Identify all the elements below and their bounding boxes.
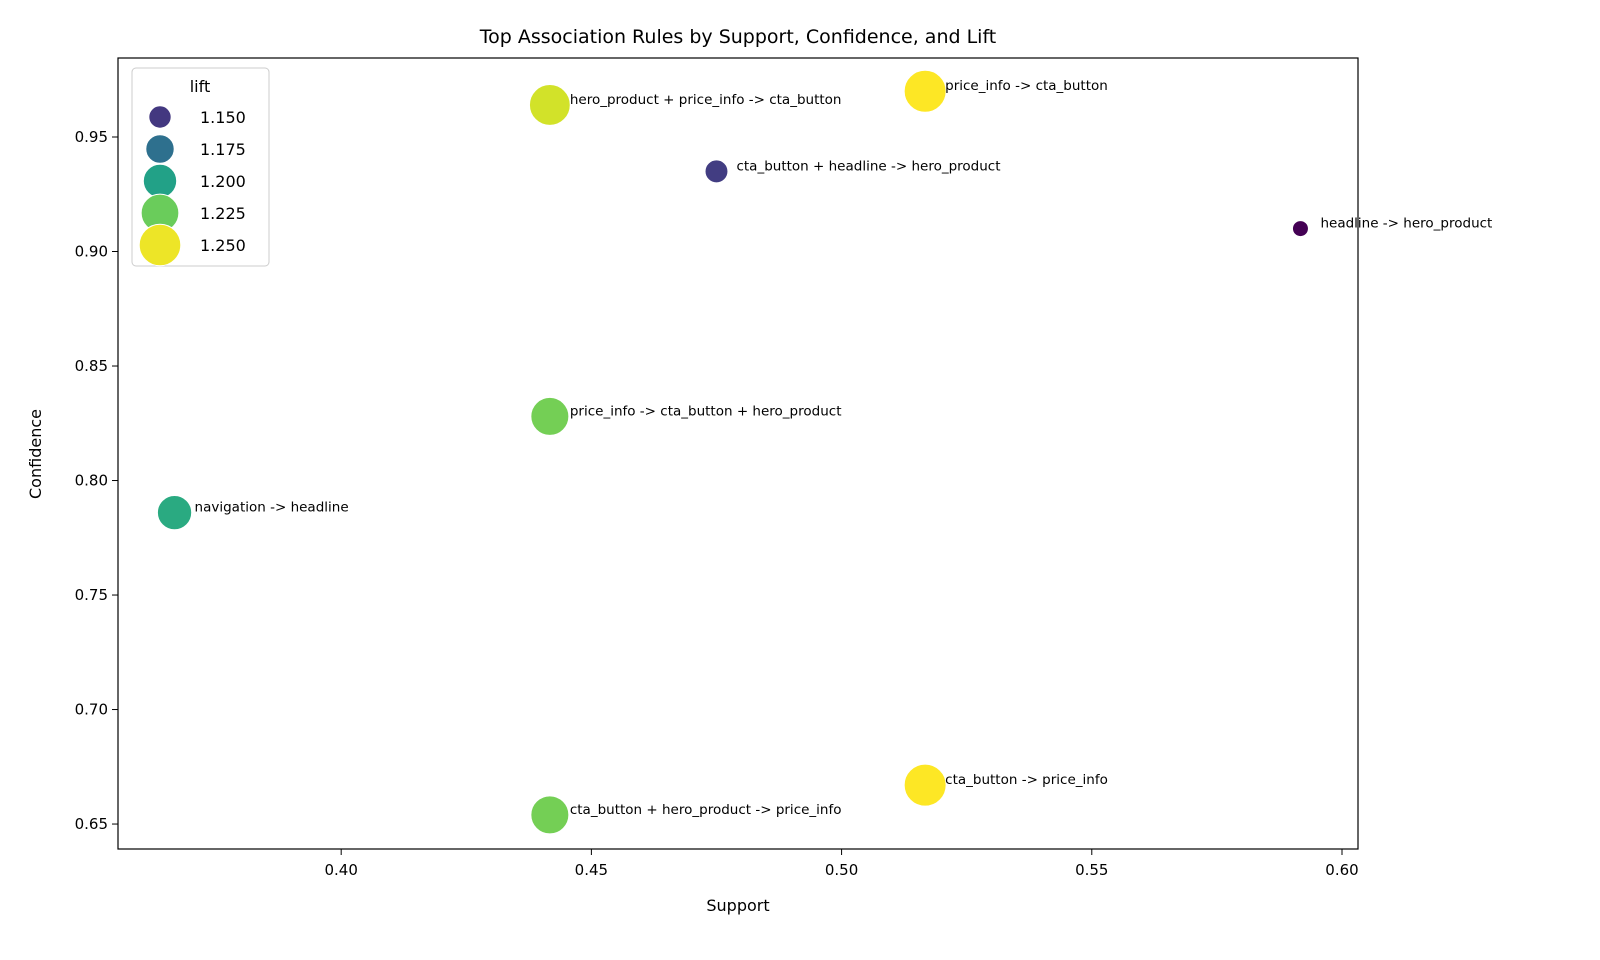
legend-label: 1.250 bbox=[200, 236, 246, 255]
point-annotation: cta_button -> price_info bbox=[945, 772, 1108, 788]
y-tick-label: 0.65 bbox=[75, 815, 108, 833]
legend-label: 1.150 bbox=[200, 108, 246, 127]
y-tick-label: 0.70 bbox=[75, 701, 108, 719]
legend-marker bbox=[145, 134, 175, 164]
point-annotation: price_info -> cta_button bbox=[945, 78, 1108, 94]
data-point bbox=[530, 795, 570, 835]
x-tick-label: 0.60 bbox=[1325, 861, 1358, 879]
y-axis: 0.65 0.70 0.75 0.80 0.85 0.90 0.95 bbox=[75, 128, 118, 833]
legend-label: 1.200 bbox=[200, 172, 246, 191]
legend-marker bbox=[148, 105, 172, 129]
x-axis-label: Support bbox=[706, 896, 769, 915]
data-point bbox=[704, 159, 729, 184]
y-tick-label: 0.95 bbox=[75, 128, 108, 146]
legend-marker bbox=[138, 223, 182, 267]
data-point bbox=[903, 69, 947, 113]
y-tick-label: 0.80 bbox=[75, 472, 108, 490]
data-point bbox=[156, 494, 193, 531]
data-point bbox=[528, 84, 571, 126]
data-point bbox=[903, 763, 947, 807]
point-annotation: navigation -> headline bbox=[195, 500, 349, 516]
point-annotation: headline -> hero_product bbox=[1320, 216, 1492, 232]
y-axis-label: Confidence bbox=[26, 409, 45, 499]
data-point bbox=[530, 396, 570, 436]
legend: lift 1.150 1.175 1.200 1.225 1.250 bbox=[131, 67, 270, 267]
point-annotation: price_info -> cta_button + hero_product bbox=[570, 403, 842, 419]
point-annotation: cta_button + hero_product -> price_info bbox=[570, 802, 842, 818]
x-tick-label: 0.40 bbox=[324, 861, 357, 879]
y-tick-label: 0.85 bbox=[75, 357, 108, 375]
y-tick-label: 0.90 bbox=[75, 243, 108, 261]
chart-title: Top Association Rules by Support, Confid… bbox=[479, 26, 997, 48]
y-tick-label: 0.75 bbox=[75, 586, 108, 604]
legend-marker bbox=[142, 163, 178, 199]
legend-label: 1.225 bbox=[200, 204, 246, 223]
legend-title: lift bbox=[190, 77, 211, 96]
x-tick-label: 0.55 bbox=[1075, 861, 1108, 879]
plot-area bbox=[117, 57, 1359, 850]
x-axis: 0.40 0.45 0.50 0.55 0.60 bbox=[324, 849, 1359, 879]
legend-label: 1.175 bbox=[200, 140, 246, 159]
point-annotation: cta_button + headline -> hero_product bbox=[736, 158, 1000, 174]
data-points: headline -> hero_product cta_button + hea… bbox=[156, 69, 1492, 835]
data-point bbox=[1291, 220, 1309, 238]
x-tick-label: 0.45 bbox=[575, 861, 608, 879]
point-annotation: hero_product + price_info -> cta_button bbox=[570, 92, 842, 108]
x-tick-label: 0.50 bbox=[825, 861, 858, 879]
